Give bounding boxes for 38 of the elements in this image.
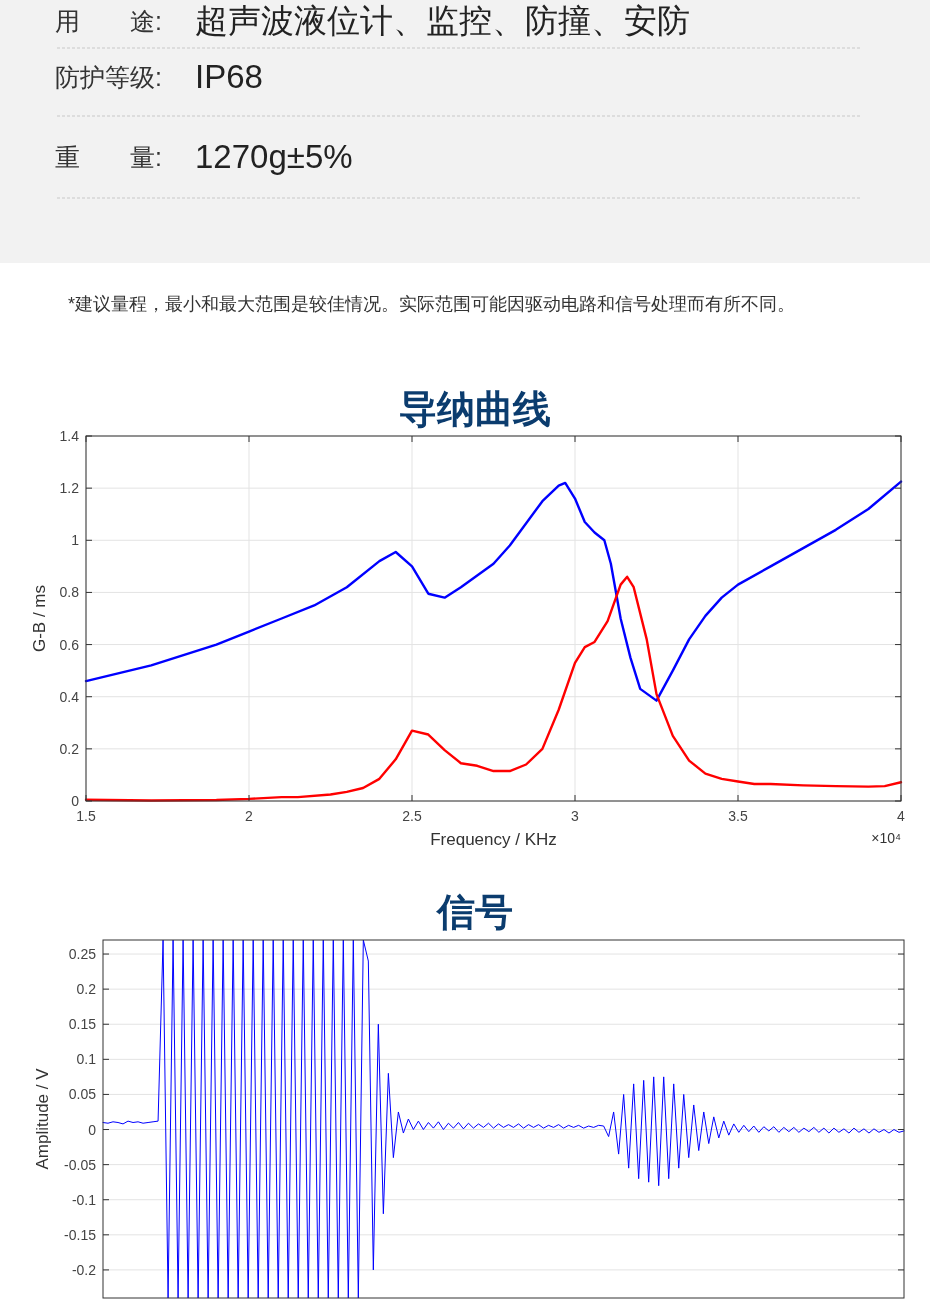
text: 重 量: [55,143,162,171]
x-tick-label: 3.5 [728,808,748,824]
y-tick-label: 0.2 [59,740,80,757]
text: 用 途: [55,7,162,35]
y-tick-label: 0.8 [59,584,80,601]
y-tick-label: -0.05 [64,1156,97,1173]
y-tick-label: 0.6 [59,636,80,653]
y-tick-label: 0.4 [59,688,80,705]
text: 1270g±5% [195,138,353,175]
y-tick-label: 0 [71,793,80,809]
x-tick-label: 2.5 [402,808,422,824]
y-axis-title: Amplitude / V [33,1067,52,1170]
x-tick-label: 2 [245,808,254,824]
text: 防护等级: [55,63,162,91]
y-tick-label: 0.25 [68,946,97,963]
y-tick-label: 1.2 [59,480,80,497]
text: *建议量程，最小和最大范围是较佳情况。实际范围可能因驱动电路和信号处理而有所不同。 [68,294,796,314]
y-tick-label: 0.1 [76,1051,97,1068]
text: 超声波液位计、监控、防撞、安防 [195,2,690,39]
text: IP68 [195,58,263,95]
y-tick-label: -0.2 [71,1261,97,1278]
y-tick-label: 1 [71,532,80,549]
y-tick-label: 0.2 [76,981,97,998]
y-tick-label: 0.05 [68,1086,97,1103]
y-tick-label: -0.15 [64,1226,97,1243]
text: ×10⁴ [871,830,901,846]
x-tick-label: 1.5 [76,808,96,824]
x-axis-title: Frequency / KHz [430,830,557,849]
y-tick-label: -0.1 [71,1191,97,1208]
y-tick-label: 0 [88,1121,97,1138]
chart-title: 导纳曲线 [399,388,551,430]
line-series [84,480,903,702]
y-tick-label: 1.4 [59,428,80,444]
chart-title: 信号 [435,891,513,933]
x-tick-label: 3 [571,808,580,824]
x-tick-label: 4 [897,808,906,824]
y-tick-label: 0.15 [68,1016,97,1033]
y-axis-title: G-B / ms [30,584,49,653]
